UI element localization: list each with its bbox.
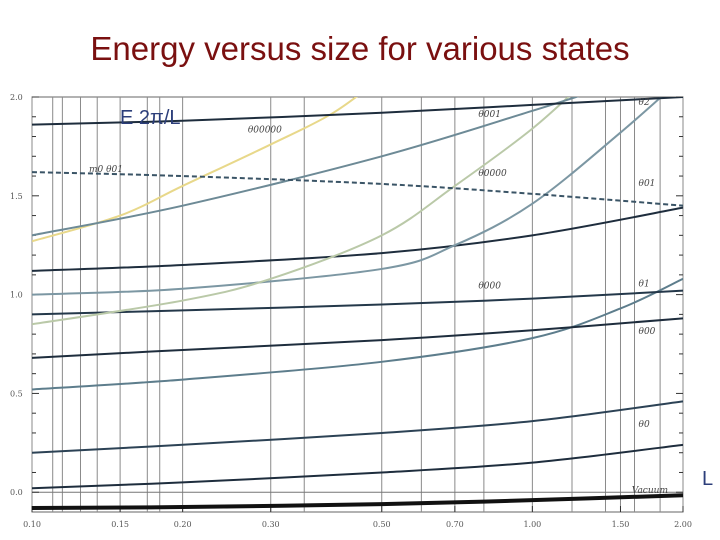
series-label-10: θ001 <box>478 110 501 120</box>
series-label-12: m0 θ01 <box>89 165 123 175</box>
series-line-5 <box>32 289 683 316</box>
series-line-4 <box>32 317 683 359</box>
series-label-6: θ01 <box>639 179 656 189</box>
series-line-7 <box>32 97 663 296</box>
vertical-gridlines <box>31 97 684 512</box>
x-tick-label-4: 0.50 <box>373 520 391 529</box>
series-line-3 <box>32 277 683 391</box>
x-tick-label-3: 0.30 <box>262 520 280 529</box>
y-tick-label-1: 0.5 <box>10 389 23 398</box>
y-tick-label-2: 1.0 <box>10 291 23 300</box>
x-tick-label-5: 0.70 <box>446 520 464 529</box>
x-tick-label-1: 0.15 <box>111 520 129 529</box>
x-tick-label-8: 2.00 <box>674 520 692 529</box>
x-axis-label: L <box>702 468 714 490</box>
y-tick-label-3: 1.5 <box>10 192 23 201</box>
series-label-11: θ2 <box>639 98 650 108</box>
x-tick-label-7: 1.50 <box>612 520 630 529</box>
series-lines <box>32 97 683 511</box>
series-line-11 <box>32 97 683 126</box>
y-axis-label: E 2π/L <box>120 107 181 129</box>
series-line-12 <box>32 171 683 207</box>
x-tick-label-0: 0.10 <box>23 520 41 529</box>
series-label-8: θ0000 <box>478 169 507 179</box>
series-line-1 <box>32 443 683 490</box>
series-line-9 <box>32 97 358 243</box>
series-line-6 <box>32 206 683 272</box>
series-label-9: θ00000 <box>248 126 282 136</box>
series-label-4: θ00 <box>639 327 656 337</box>
series-labels: Vacuum θ0 θ00 θ1 θ01 θ000 θ0000 θ00000 θ001 θ2 m0 … <box>89 98 668 496</box>
series-label-2: θ0 <box>639 420 650 430</box>
series-line-2 <box>32 400 683 454</box>
series-line-0 <box>32 493 683 511</box>
series-label-7: θ000 <box>478 282 501 292</box>
slide-title: Energy versus size for various states <box>90 30 630 67</box>
y-tick-label-0: 0.0 <box>10 488 23 497</box>
series-label-5: θ1 <box>639 280 650 290</box>
series-line-10 <box>32 97 580 237</box>
y-tick-label-4: 2.0 <box>10 93 23 102</box>
x-tick-label-6: 1.00 <box>523 520 541 529</box>
series-label-0: Vacuum <box>632 486 668 496</box>
series-line-8 <box>32 97 570 326</box>
x-tick-label-2: 0.20 <box>174 520 192 529</box>
